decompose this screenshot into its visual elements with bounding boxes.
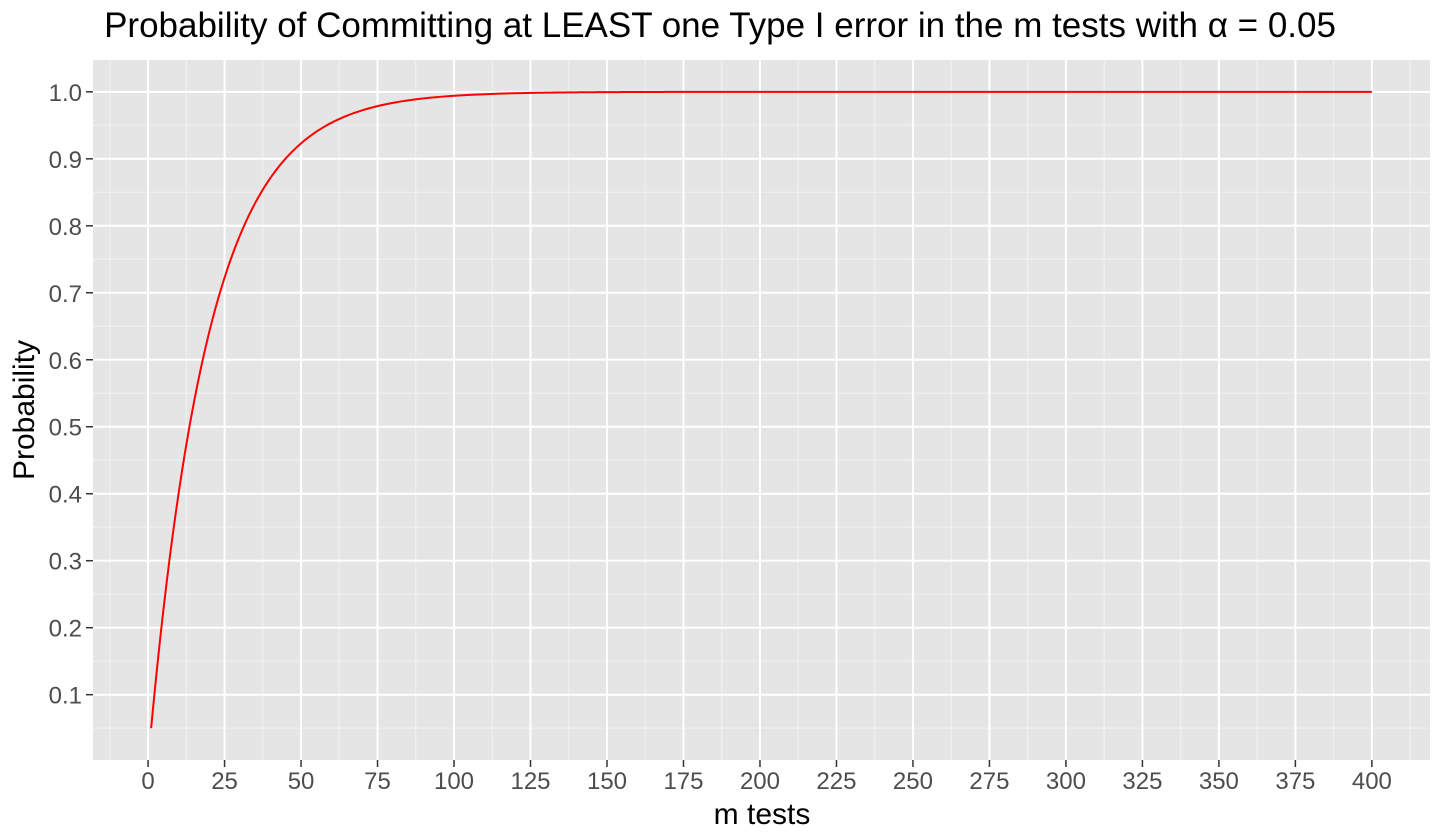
x-tick-label: 275	[969, 768, 1009, 795]
x-tick-label: 75	[364, 768, 391, 795]
plot-panel	[93, 60, 1430, 760]
x-tick-label: 175	[663, 768, 703, 795]
y-tick-label: 0.3	[49, 549, 82, 576]
x-tick-label: 125	[510, 768, 550, 795]
y-tick-label: 0.6	[49, 348, 82, 375]
x-tick-label: 325	[1122, 768, 1162, 795]
x-tick-label: 150	[587, 768, 627, 795]
x-axis-label: m tests	[714, 798, 811, 831]
x-tick-label: 350	[1199, 768, 1239, 795]
chart-title: Probability of Committing at LEAST one T…	[104, 6, 1336, 45]
y-tick-label: 0.5	[49, 415, 82, 442]
y-tick-label: 0.2	[49, 616, 82, 643]
y-tick-label: 0.1	[49, 683, 82, 710]
y-axis-ticks: 0.1 0.2 0.3 0.4 0.5 0.6 0.7 0.8 0.9 1.0	[49, 80, 93, 710]
x-tick-label: 50	[288, 768, 315, 795]
x-tick-label: 400	[1352, 768, 1392, 795]
y-tick-label: 0.8	[49, 214, 82, 241]
x-axis-ticks: 0 25 50 75 100 125 150 175 200 225 250 275 300 325 350…	[141, 760, 1392, 795]
x-tick-label: 0	[141, 768, 154, 795]
x-tick-label: 375	[1275, 768, 1315, 795]
y-tick-label: 0.7	[49, 281, 82, 308]
x-tick-label: 225	[816, 768, 856, 795]
y-tick-label: 0.9	[49, 147, 82, 174]
major-gridlines	[93, 60, 1430, 760]
x-tick-label: 200	[740, 768, 780, 795]
y-tick-label: 1.0	[49, 80, 82, 107]
y-axis-label: Probability	[8, 340, 41, 480]
x-tick-label: 300	[1046, 768, 1086, 795]
y-tick-label: 0.4	[49, 482, 82, 509]
x-tick-label: 250	[893, 768, 933, 795]
x-tick-label: 25	[211, 768, 238, 795]
minor-gridlines	[93, 60, 1430, 760]
series-line	[150, 90, 1372, 729]
x-tick-label: 100	[434, 768, 474, 795]
